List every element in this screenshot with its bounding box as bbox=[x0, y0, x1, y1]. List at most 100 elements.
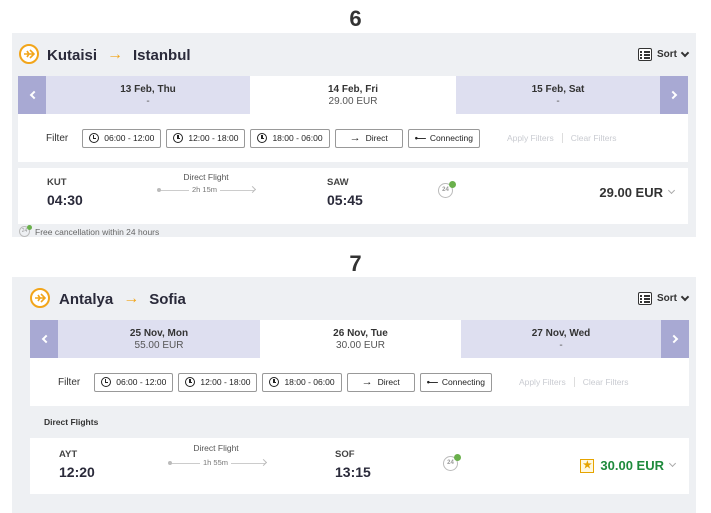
filter-direct[interactable]: → Direct bbox=[346, 372, 415, 392]
filter-label: Filter bbox=[46, 132, 69, 144]
date-label: 15 Feb, Sat bbox=[531, 84, 585, 95]
chip-label: 12:00 - 18:00 bbox=[188, 133, 239, 143]
clock-icon bbox=[269, 377, 280, 387]
free-cancellation-24h-icon: 24 bbox=[438, 181, 456, 198]
date-option[interactable]: 27 Nov, Wed - bbox=[461, 320, 661, 358]
filter-morning[interactable]: 06:00 - 12:00 bbox=[94, 372, 174, 392]
arrival-time: 13:15 bbox=[335, 464, 371, 480]
clock-icon bbox=[173, 133, 184, 143]
filter-afternoon[interactable]: 12:00 - 18:00 bbox=[178, 372, 258, 392]
date-price: - bbox=[556, 96, 560, 107]
step-number-6: 6 bbox=[349, 6, 362, 31]
connecting-icon: •— bbox=[426, 377, 438, 387]
filter-connecting[interactable]: •— Connecting bbox=[407, 128, 480, 148]
prev-date-button[interactable] bbox=[30, 320, 58, 358]
check-icon bbox=[449, 181, 456, 188]
date-option-selected[interactable]: 26 Nov, Tue 30.00 EUR bbox=[260, 320, 461, 358]
filter-evening[interactable]: 18:00 - 06:00 bbox=[250, 128, 330, 148]
sort-button[interactable]: Sort bbox=[638, 292, 690, 305]
chip-label: 18:00 - 06:00 bbox=[284, 377, 335, 387]
flight-type: Direct Flight bbox=[183, 172, 229, 182]
card-header: Antalya → Sofia Sort bbox=[12, 277, 696, 317]
route-start-dot bbox=[168, 461, 172, 465]
clear-filters-button[interactable]: Clear Filters bbox=[582, 377, 629, 387]
apply-filters-button[interactable]: Apply Filters bbox=[518, 377, 566, 387]
filter-afternoon[interactable]: 12:00 - 18:00 bbox=[166, 128, 246, 148]
date-selector: 13 Feb, Thu - 14 Feb, Fri 29.00 EUR 15 F… bbox=[18, 76, 688, 114]
destination-city: Sofia bbox=[149, 290, 186, 308]
free-cancellation-24h-icon: 24 bbox=[443, 454, 461, 471]
route-arrow-icon: → bbox=[123, 290, 140, 307]
date-price: 55.00 EUR bbox=[134, 340, 184, 351]
chip-label: Direct bbox=[365, 133, 388, 143]
flight-row[interactable]: KUT 04:30 Direct Flight 2h 15m SAW 05:45… bbox=[18, 168, 688, 224]
departure-code: AYT bbox=[59, 449, 78, 460]
arrow-right-icon: → bbox=[361, 376, 373, 388]
route-title: Antalya → Sofia bbox=[59, 290, 186, 308]
date-label: 26 Nov, Tue bbox=[333, 328, 388, 339]
chip-label: Connecting bbox=[429, 133, 473, 143]
chevron-left-icon bbox=[29, 90, 38, 100]
star-icon: ★ bbox=[580, 458, 595, 473]
apply-filters-button[interactable]: Apply Filters bbox=[506, 133, 554, 143]
card-header: Kutaisi → Istanbul Sort bbox=[12, 33, 696, 73]
chip-label: Connecting bbox=[441, 377, 485, 387]
chevron-down-icon bbox=[668, 459, 677, 468]
clear-filters-button[interactable]: Clear Filters bbox=[570, 133, 617, 143]
arrival-code: SAW bbox=[327, 177, 349, 188]
sort-list-icon bbox=[638, 292, 652, 305]
flight-type: Direct Flight bbox=[193, 443, 239, 453]
clock-icon bbox=[101, 377, 112, 387]
divider bbox=[573, 377, 575, 387]
filter-evening[interactable]: 18:00 - 06:00 bbox=[262, 372, 342, 392]
sort-list-icon bbox=[638, 48, 652, 61]
route-start-dot bbox=[157, 188, 161, 192]
arrow-right-icon: → bbox=[349, 132, 361, 144]
route-arrow-icon: → bbox=[107, 46, 124, 63]
departure-time: 04:30 bbox=[47, 192, 83, 208]
date-price: - bbox=[146, 96, 150, 107]
check-icon bbox=[454, 454, 461, 461]
next-date-button[interactable] bbox=[661, 320, 689, 358]
flight-price[interactable]: 29.00 EUR bbox=[599, 185, 676, 200]
divider bbox=[561, 133, 563, 143]
filter-direct[interactable]: → Direct bbox=[334, 128, 403, 148]
chip-label: 12:00 - 18:00 bbox=[200, 377, 251, 387]
prev-date-button[interactable] bbox=[18, 76, 46, 114]
flight-duration: 2h 15m bbox=[189, 185, 221, 194]
free-cancellation-text: Free cancellation within 24 hours bbox=[35, 226, 160, 237]
filter-bar: Filter 06:00 - 12:00 12:00 - 18:00 18:00… bbox=[18, 114, 688, 162]
date-option[interactable]: 15 Feb, Sat - bbox=[456, 76, 660, 114]
sort-label: Sort bbox=[657, 293, 677, 304]
chevron-down-icon bbox=[667, 186, 676, 195]
next-date-button[interactable] bbox=[660, 76, 688, 114]
free-cancellation-note: 24 Free cancellation within 24 hours bbox=[19, 225, 160, 237]
filter-bar: Filter 06:00 - 12:00 12:00 - 18:00 18:00… bbox=[30, 358, 689, 406]
route-arrow-icon bbox=[259, 458, 268, 467]
chip-label: 18:00 - 06:00 bbox=[272, 133, 323, 143]
date-option[interactable]: 25 Nov, Mon 55.00 EUR bbox=[58, 320, 260, 358]
chevron-right-icon bbox=[669, 334, 678, 344]
clock-icon bbox=[89, 133, 100, 143]
connecting-icon: •— bbox=[414, 133, 426, 143]
flight-row[interactable]: AYT 12:20 Direct Flight 1h 55m SOF 13:15… bbox=[30, 438, 689, 494]
sort-label: Sort bbox=[657, 49, 677, 60]
date-price: - bbox=[559, 340, 563, 351]
flight-price[interactable]: ★ 30.00 EUR bbox=[580, 458, 677, 473]
filter-morning[interactable]: 06:00 - 12:00 bbox=[82, 128, 162, 148]
filter-connecting[interactable]: •— Connecting bbox=[419, 372, 492, 392]
filter-label: Filter bbox=[58, 376, 81, 388]
origin-city: Antalya bbox=[59, 290, 114, 308]
date-price: 30.00 EUR bbox=[336, 340, 385, 351]
date-option[interactable]: 13 Feb, Thu - bbox=[46, 76, 250, 114]
sort-button[interactable]: Sort bbox=[638, 48, 690, 61]
section-title: Direct Flights bbox=[30, 408, 689, 436]
badge-text: 24 bbox=[21, 228, 28, 234]
arrival-code: SOF bbox=[335, 449, 355, 460]
date-label: 14 Feb, Fri bbox=[327, 84, 378, 95]
date-selector: 25 Nov, Mon 55.00 EUR 26 Nov, Tue 30.00 … bbox=[30, 320, 689, 358]
date-label: 13 Feb, Thu bbox=[120, 84, 176, 95]
date-option-selected[interactable]: 14 Feb, Fri 29.00 EUR bbox=[250, 76, 456, 114]
departure-time: 12:20 bbox=[59, 464, 95, 480]
clock-icon bbox=[185, 377, 196, 387]
